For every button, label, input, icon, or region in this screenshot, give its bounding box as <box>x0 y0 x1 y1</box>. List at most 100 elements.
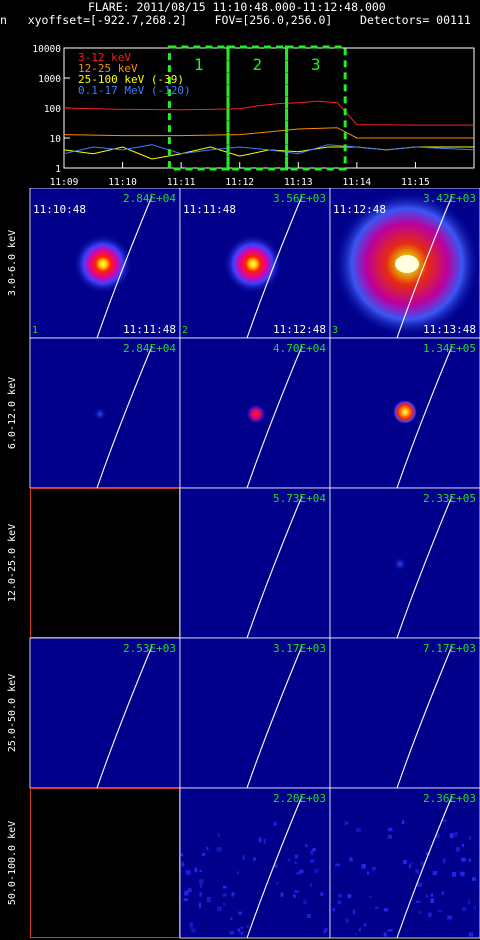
noise-speck <box>194 867 198 873</box>
noise-speck <box>201 853 206 856</box>
row-label-3: 12.0-25.0 keV <box>7 524 18 602</box>
noise-speck <box>280 892 284 897</box>
noise-speck <box>183 890 189 896</box>
image-panel-r4-c3: 7.17E+03 <box>329 637 480 789</box>
noise-speck <box>335 863 340 867</box>
noise-speck <box>295 872 301 875</box>
interval-number-3: 3 <box>311 55 321 74</box>
noise-speck <box>310 882 313 887</box>
image-panel-r3-c3: 2.33E+05 <box>329 487 480 639</box>
end-time-label: 11:11:48 <box>123 323 176 336</box>
noise-speck <box>468 836 472 841</box>
x-tick-label: 11:12 <box>225 177 254 188</box>
noise-speck <box>358 927 361 932</box>
noise-speck <box>320 892 324 896</box>
empty-panel <box>30 488 180 638</box>
noise-speck <box>222 893 227 897</box>
end-time-label: 11:12:48 <box>273 323 326 336</box>
noise-speck <box>447 915 453 920</box>
solar-limb <box>246 795 303 939</box>
noise-speck <box>263 838 266 844</box>
image-panel-r1-c1: 2.84E+04 11:10:48 11:11:48 1 <box>29 188 181 339</box>
noise-speck <box>312 848 316 852</box>
legend-entry-2: 12-25 keV <box>78 62 138 75</box>
max-intensity-label: 2.53E+03 <box>123 642 176 655</box>
image-panel-r5-c1 <box>30 788 180 938</box>
series-line-4 <box>63 144 475 155</box>
hxr-source <box>73 234 133 294</box>
noise-speck <box>418 910 422 914</box>
noise-speck <box>294 854 298 859</box>
noise-speck <box>189 922 194 928</box>
hxr-source <box>223 234 283 294</box>
legend-entry-3: 25-100 keV (-39) <box>78 73 184 86</box>
observation-parameters: n xyoffset=[-922.7,268.2] FOV=[256.0,256… <box>0 13 471 27</box>
noise-speck <box>229 931 235 935</box>
hxr-source <box>93 407 107 421</box>
max-intensity-label: 2.36E+03 <box>423 792 476 805</box>
noise-speck <box>347 894 352 898</box>
noise-speck <box>273 821 277 826</box>
noise-speck <box>375 906 379 909</box>
y-tick-label: 10 <box>50 134 62 145</box>
panel-background <box>179 487 331 639</box>
row-label-5: 50.0-100.0 keV <box>7 821 18 905</box>
panel-background <box>179 637 331 789</box>
max-intensity-label: 2.33E+05 <box>423 492 476 505</box>
end-time-label: 11:13:48 <box>423 323 476 336</box>
image-panel-r4-c1: 2.53E+03 <box>29 637 181 789</box>
max-intensity-label: 3.42E+03 <box>423 192 476 205</box>
noise-speck <box>387 834 393 839</box>
noise-speck <box>258 837 262 843</box>
noise-speck <box>356 828 361 832</box>
noise-speck <box>217 906 222 912</box>
noise-speck <box>332 908 335 912</box>
noise-speck <box>451 871 457 877</box>
max-intensity-label: 2.84E+04 <box>123 342 176 355</box>
noise-speck <box>425 852 430 856</box>
noise-speck <box>361 864 366 869</box>
noise-speck <box>180 853 184 857</box>
image-panel-r5-c2: 2.20E+03 <box>179 787 331 939</box>
noise-speck <box>354 932 357 935</box>
noise-speck <box>352 909 355 915</box>
empty-panel <box>30 788 180 938</box>
noise-speck <box>223 902 226 906</box>
hxr-source <box>393 557 407 571</box>
noise-speck <box>437 909 442 913</box>
noise-speck <box>460 872 465 877</box>
noise-speck <box>430 898 434 903</box>
noise-speck <box>420 861 425 866</box>
x-tick-label: 11:15 <box>401 177 430 188</box>
x-tick-label: 11:13 <box>284 177 313 188</box>
noise-speck <box>246 925 250 928</box>
noise-speck <box>242 855 245 860</box>
x-tick-label: 11:10 <box>108 177 137 188</box>
noise-speck <box>240 926 244 929</box>
start-time-label: 11:11:48 <box>183 203 236 216</box>
noise-speck <box>231 892 235 897</box>
noise-speck <box>415 869 420 874</box>
solar-limb <box>396 195 453 339</box>
max-intensity-label: 2.20E+03 <box>273 792 326 805</box>
noise-speck <box>468 932 474 937</box>
noise-speck <box>199 869 203 873</box>
max-intensity-label: 4.70E+04 <box>273 342 326 355</box>
image-panel-r2-c3: 1.34E+05 <box>329 337 480 489</box>
solar-limb <box>246 195 303 339</box>
noise-speck <box>191 928 196 933</box>
interval-number-1: 1 <box>194 55 204 74</box>
interval-index-label: 1 <box>32 325 38 336</box>
x-tick-label: 11:11 <box>167 177 196 188</box>
interval-box-1 <box>167 45 230 171</box>
max-intensity-label: 3.56E+03 <box>273 192 326 205</box>
noise-speck <box>184 890 189 895</box>
max-intensity-label: 3.17E+03 <box>273 642 326 655</box>
solar-limb <box>396 495 453 639</box>
hxr-source <box>393 400 417 424</box>
solar-limb <box>246 495 303 639</box>
noise-speck <box>294 890 300 893</box>
interval-box-2 <box>226 45 289 171</box>
image-panel-r1-c2: 3.56E+03 11:11:48 11:12:48 2 <box>179 188 331 339</box>
noise-speck <box>239 931 244 935</box>
